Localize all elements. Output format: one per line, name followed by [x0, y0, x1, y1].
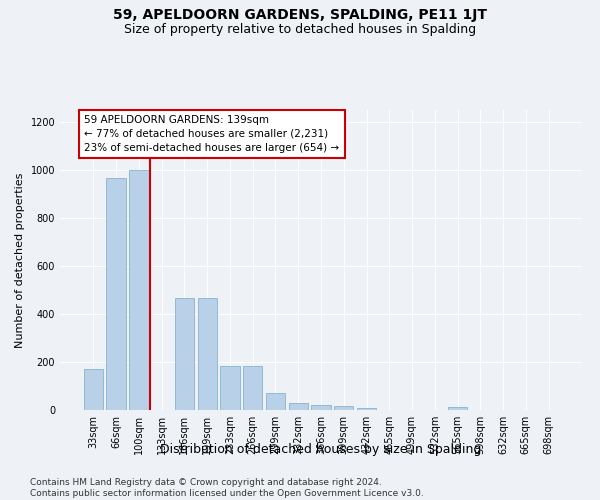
Text: 59 APELDOORN GARDENS: 139sqm
← 77% of detached houses are smaller (2,231)
23% of: 59 APELDOORN GARDENS: 139sqm ← 77% of de…: [84, 115, 340, 153]
Bar: [129, 170, 149, 410]
Bar: [357, 408, 376, 410]
Bar: [84, 369, 103, 410]
Bar: [106, 178, 126, 410]
Text: 59, APELDOORN GARDENS, SPALDING, PE11 1JT: 59, APELDOORN GARDENS, SPALDING, PE11 1J…: [113, 8, 487, 22]
Bar: [220, 366, 239, 410]
Bar: [175, 298, 194, 410]
Text: Contains HM Land Registry data © Crown copyright and database right 2024.
Contai: Contains HM Land Registry data © Crown c…: [30, 478, 424, 498]
Bar: [311, 404, 331, 410]
Bar: [266, 393, 285, 410]
Y-axis label: Number of detached properties: Number of detached properties: [15, 172, 25, 348]
Bar: [334, 406, 353, 410]
Text: Distribution of detached houses by size in Spalding: Distribution of detached houses by size …: [160, 442, 482, 456]
Bar: [289, 404, 308, 410]
Text: Size of property relative to detached houses in Spalding: Size of property relative to detached ho…: [124, 22, 476, 36]
Bar: [197, 298, 217, 410]
Bar: [243, 366, 262, 410]
Bar: [448, 407, 467, 410]
